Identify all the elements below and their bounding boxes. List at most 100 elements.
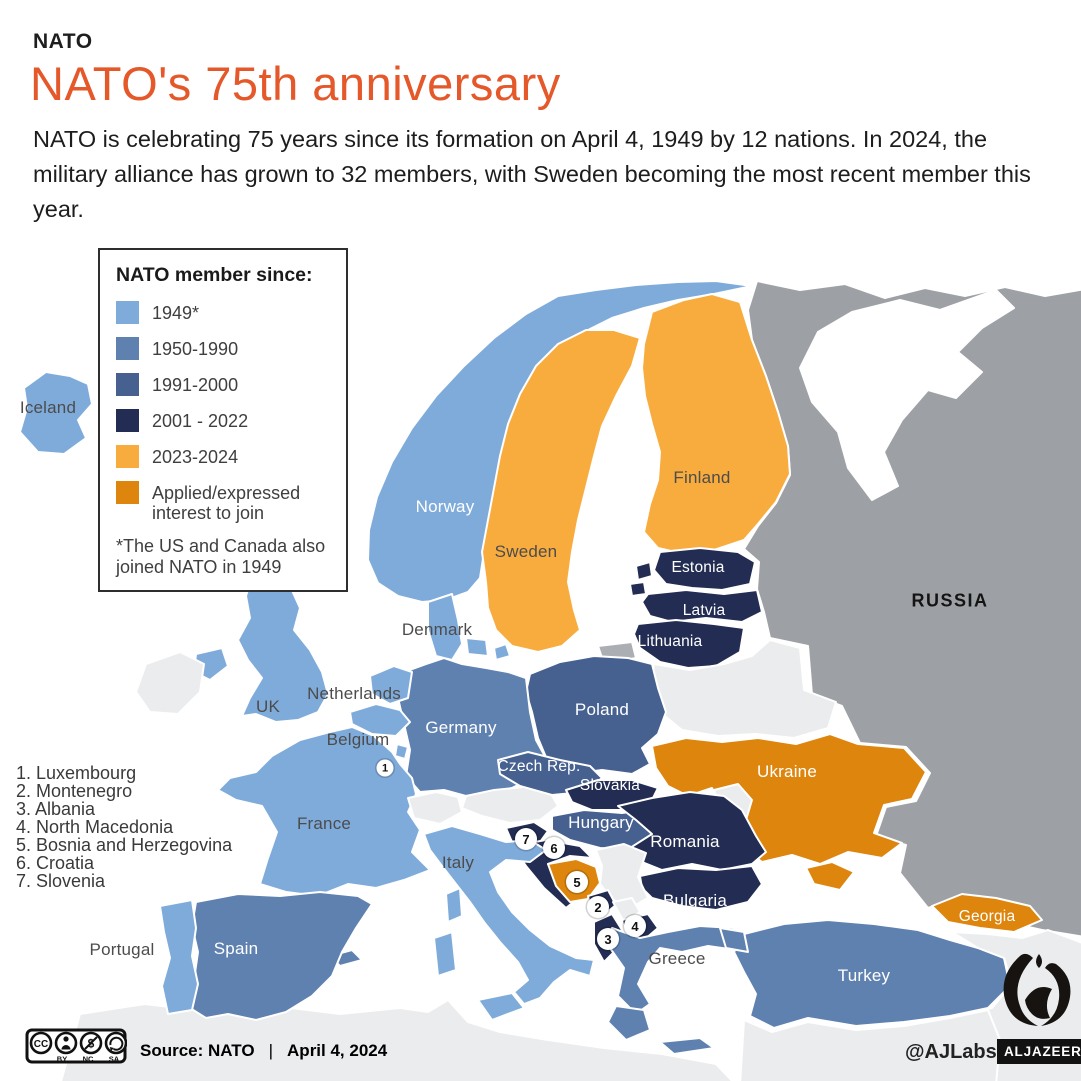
legend-item-1949: 1949* [116,301,332,324]
legend-label: 2001 - 2022 [152,411,249,431]
source-divider: | [268,1041,274,1060]
country-uk [237,549,329,723]
map-label-lithuania: Lithuania [637,633,703,650]
region-european-turkey [719,927,749,953]
region-peloponnese [607,1005,651,1041]
list-item: 5. Bosnia and Herzegovina [16,835,233,855]
map-label-estonia: Estonia [671,559,725,576]
legend-item-1991-2000: 1991-2000 [116,373,332,396]
country-belgium [349,703,411,737]
map-label-italy: Italy [441,853,475,872]
country-luxembourg [394,743,409,760]
marker-north-macedonia: 4 [624,915,646,937]
map-label-portugal: Portugal [89,940,155,959]
island-sicily [477,992,525,1021]
marker-bosnia: 5 [566,871,588,893]
map-label-turkey: Turkey [837,966,891,985]
numbered-country-list: 1. Luxembourg 2. Montenegro 3. Albania 4… [16,764,232,890]
map-label-czech: Czech Rep. [497,758,581,775]
source-date: April 4, 2024 [287,1041,388,1060]
white-sea [799,289,1015,501]
legend-label: Applied/expressed interest to join [152,483,301,524]
legend-item-2001-2022: 2001 - 2022 [116,409,332,432]
legend-item-applied: Applied/expressed interest to join [116,481,332,523]
legend-swatch-2023 [116,445,139,468]
country-bulgaria [639,865,763,911]
marker-croatia: 6 [543,837,565,859]
cc-nc-label: NC [83,1055,94,1064]
list-item: 3. Albania [16,799,96,819]
legend-label: 1950-1990 [152,339,239,359]
marker-luxembourg: 1 [376,759,394,777]
legend-label: 1991-2000 [152,375,239,395]
aljazeera-logo-icon [1003,953,1071,1026]
island-sardinia [433,931,457,977]
country-georgia [931,893,1043,933]
page-title: NATO's 75th anniversary [30,57,561,110]
map-label-hungary: Hungary [568,813,634,832]
legend-label: 2023-2024 [152,447,239,467]
island-corsica [445,887,463,923]
country-iceland [19,371,93,455]
legend-item-2023-2024: 2023-2024 [116,445,332,468]
source-line: Source: NATO | April 4, 2024 [140,1041,387,1061]
country-denmark-islands [465,637,511,661]
cc-sa-label: SA [109,1055,120,1064]
country-finland [641,293,791,555]
map-label-latvia: Latvia [682,602,726,619]
legend-swatch-1991 [116,373,139,396]
sa-arrow-icon [109,1036,124,1051]
map-label-slovakia: Slovakia [579,777,641,794]
kicker: NATO [33,30,93,53]
country-denmark [427,593,463,661]
cc-by-label: BY [57,1055,67,1064]
map-label-germany: Germany [425,718,497,737]
legend-swatch-1950 [116,337,139,360]
legend-title: NATO member since: [116,264,313,286]
island-crete [659,1037,715,1055]
country-estonia-islands [629,561,653,597]
map-label-poland: Poland [574,700,630,719]
map-label-bulgaria: Bulgaria [663,891,727,910]
country-estonia [653,547,756,591]
country-sweden [481,329,641,653]
marker-slovenia: 7 [515,828,537,850]
source-label: Source: NATO [140,1041,255,1060]
map-label-uk: UK [255,697,281,716]
legend-swatch-1949 [116,301,139,324]
list-item: 1. Luxembourg [16,763,137,783]
country-austria [461,786,559,824]
map-label-spain: Spain [213,939,259,958]
map-label-norway: Norway [415,497,475,516]
map-label-netherlands: Netherlands [307,684,401,703]
marker-albania: 3 [597,928,619,950]
legend-swatch-2001 [116,409,139,432]
country-greece [609,925,737,1015]
map-label-sweden: Sweden [494,542,558,561]
cc-icon: CC [34,1039,48,1050]
map-label-finland: Finland [673,468,731,487]
map-label-france: France [296,814,352,833]
country-ireland [135,651,205,715]
list-item: 6. Croatia [16,853,95,873]
creative-commons-badge: CC $ BY NC SA [25,1028,127,1064]
description: NATO is celebrating 75 years since its f… [33,126,1031,222]
map-label-ukraine: Ukraine [757,762,817,781]
map-label-iceland: Iceland [19,398,77,417]
legend-footnote: *The US and Canada also joined NATO in 1… [116,536,326,577]
country-ukraine [651,733,927,865]
legend-label: 1949* [152,303,200,323]
map-label-russia: RUSSIA [911,590,989,611]
nc-dollar-icon: $ [84,1036,98,1051]
marker-montenegro: 2 [587,896,609,918]
ajlabs-handle: @AJLabs [905,1041,997,1063]
country-poland [525,655,667,775]
country-netherlands [369,665,413,705]
legend-item-1950-1990: 1950-1990 [116,337,332,360]
region-crimea [805,861,855,891]
country-portugal [159,899,199,1015]
map-label-georgia: Georgia [958,908,1016,925]
map-label-romania: Romania [650,832,720,851]
